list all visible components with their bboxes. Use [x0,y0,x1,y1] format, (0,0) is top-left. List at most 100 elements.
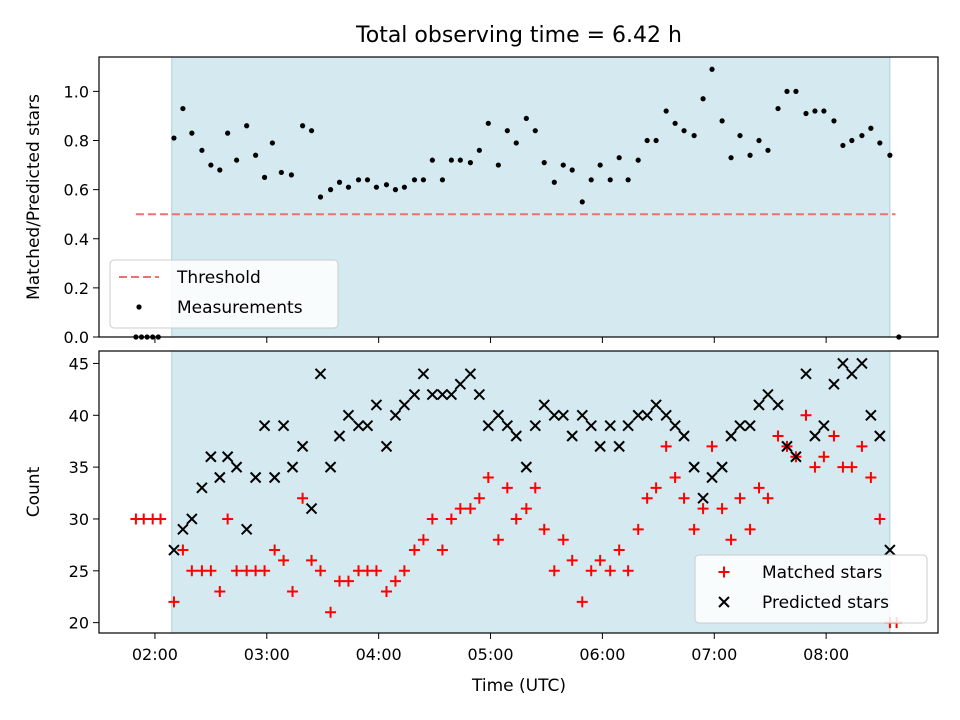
ratio-y-axis-label: Matched/Predicted stars [24,94,44,300]
predicted-stars-point [650,399,662,411]
legend-label: Threshold [176,268,261,288]
predicted-stars-point [865,409,877,421]
predicted-stars-point [837,357,849,370]
x-tick-label: 05:00 [467,645,513,664]
legend-label: Predicted stars [762,593,889,613]
matched-stars-point [734,492,746,504]
predicted-stars-point [296,440,309,453]
matched-stars-point [632,523,644,535]
predicted-stars-point [566,430,578,442]
ratio-y-tick-label: 0.6 [64,181,89,200]
matched-stars-point [278,554,290,566]
matched-stars-point [492,534,504,546]
matched-stars-point [576,596,588,608]
matched-stars-point [205,565,217,577]
matched-stars-point [585,565,597,577]
predicted-stars-point [884,544,896,556]
measurement-point [495,162,501,168]
measurement-point [448,157,454,163]
measurement-point [775,105,781,112]
measurement-point [485,120,491,126]
measurement-point [199,147,205,153]
matched-stars-point [753,482,765,494]
measurement-point [812,108,818,114]
matched-stars-point [177,544,189,556]
measurement-point [784,88,790,94]
measurement-point [840,142,846,149]
predicted-stars-point [809,430,821,442]
measurement-point [429,157,435,163]
predicted-stars-point [408,388,421,401]
matched-stars-point [482,471,494,483]
measurement-point [887,152,893,158]
measurement-point [253,152,259,158]
matched-stars-point [697,503,709,515]
measurement-point [579,199,585,205]
matched-stars-point [641,492,653,504]
measurement-point [420,177,427,183]
measurement-point [261,174,268,180]
predicted-stars-point [762,388,774,401]
matched-stars-point [186,565,198,577]
counts-plot-area [130,357,903,629]
ratio-y-tick-label: 1.0 [64,82,89,101]
predicted-stars-point [417,368,430,380]
measurement-point [523,115,529,122]
matched-stars-point [306,554,318,566]
predicted-stars-point [716,461,728,473]
predicted-stars-point [734,419,746,432]
matched-stars-point [706,440,718,452]
matched-stars-point [297,492,309,504]
measurement-point [719,118,725,124]
measurement-point [299,123,306,129]
predicted-stars-point [800,368,812,380]
predicted-stars-point [510,430,522,442]
matched-stars-point [818,451,830,463]
matched-stars-point [762,492,774,504]
predicted-stars-point [221,451,234,463]
measurement-point [868,125,874,131]
x-axis-label: Time (UTC) [471,676,566,696]
matched-stars-point [168,596,180,608]
matched-stars-point [473,492,485,504]
ratio-legend: Threshold Measurements [109,259,339,329]
predicted-stars-point [641,409,653,421]
matched-stars-point [325,606,337,618]
ratio-y-tick-label: 0.4 [64,230,89,249]
measurement-point [635,157,641,163]
matched-stars-point [222,513,234,525]
x-tick-label: 03:00 [244,645,290,664]
matched-stars-point [604,565,616,577]
measurement-point [859,132,865,139]
counts-y-tick-label: 40 [69,406,89,425]
matched-stars-point [669,471,681,483]
measurement-point [588,177,594,183]
predicted-stars-point [333,430,346,442]
matched-stars-point [874,513,886,525]
matched-stars-point [772,430,784,442]
matched-stars-point [214,586,226,598]
measurement-point [653,137,659,144]
measurement-point [877,140,883,146]
matched-stars-point [809,461,821,473]
matched-stars-point [314,565,326,577]
predicted-stars-point [196,482,208,494]
measurement-point [401,184,407,190]
measurement-point [233,157,240,163]
x-tick-label: 06:00 [579,645,625,664]
measurement-point [180,105,186,112]
measurement-point [355,177,362,183]
matched-stars-point [370,565,382,577]
predicted-stars-point [828,378,840,390]
matched-stars-point [660,440,672,452]
matched-stars-point [613,544,625,556]
predicted-stars-point [214,471,226,484]
matched-stars-point [865,471,877,483]
predicted-stars-point [846,368,858,380]
measurement-point [821,108,827,114]
ratio-y-tick-label: 0.0 [64,328,89,347]
measurement-point [551,179,557,185]
measurement-point [793,88,799,94]
matched-stars-point [557,534,569,546]
